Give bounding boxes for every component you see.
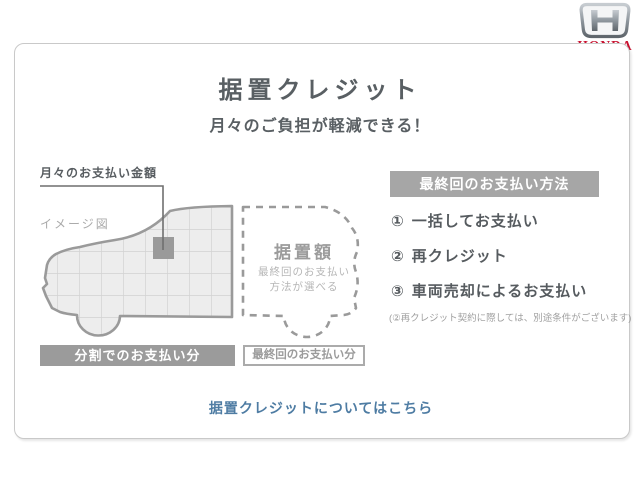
method-number-2: ② <box>391 248 405 265</box>
final-portion-bar: 最終回のお支払い分 <box>243 345 365 366</box>
installment-portion-bar: 分割でのお支払い分 <box>40 345 235 366</box>
method-label-3: 車両売却によるお支払い <box>411 283 588 300</box>
deferred-credit-details-link[interactable]: 据置クレジットについてはこちら <box>208 400 434 416</box>
page-title: 据置クレジット <box>218 77 422 104</box>
method-label-2: 再クレジット <box>411 248 508 265</box>
method-label-1: 一括してお支払い <box>411 213 539 230</box>
car-diagram <box>40 185 360 339</box>
page-subtitle: 月々のご負担が軽減できる！ <box>209 118 431 135</box>
honda-h-icon <box>579 2 631 39</box>
deferred-amount-title: 据置額 <box>274 243 334 262</box>
recredit-condition-note: (②再クレジット契約に際しては、別途条件がございます) <box>389 313 632 324</box>
deferred-amount-sub2: 方法が選べる <box>269 281 339 293</box>
car-rear-dashed <box>241 205 360 339</box>
image-note-label: イメージ図 <box>40 217 110 231</box>
deferred-amount-sub1: 最終回のお支払い <box>258 266 350 278</box>
car-front-body <box>41 204 234 337</box>
method-number-1: ① <box>391 213 405 230</box>
method-number-3: ③ <box>391 283 405 300</box>
callout-line <box>40 185 164 250</box>
payment-method-item-2: ② 再クレジット <box>391 245 508 266</box>
payment-methods-header: 最終回のお支払い方法 <box>390 171 599 197</box>
payment-method-item-1: ① 一括してお支払い <box>391 210 539 231</box>
monthly-payment-label: 月々のお支払い金額 <box>40 166 158 180</box>
payment-method-item-3: ③ 車両売却によるお支払い <box>391 280 587 301</box>
